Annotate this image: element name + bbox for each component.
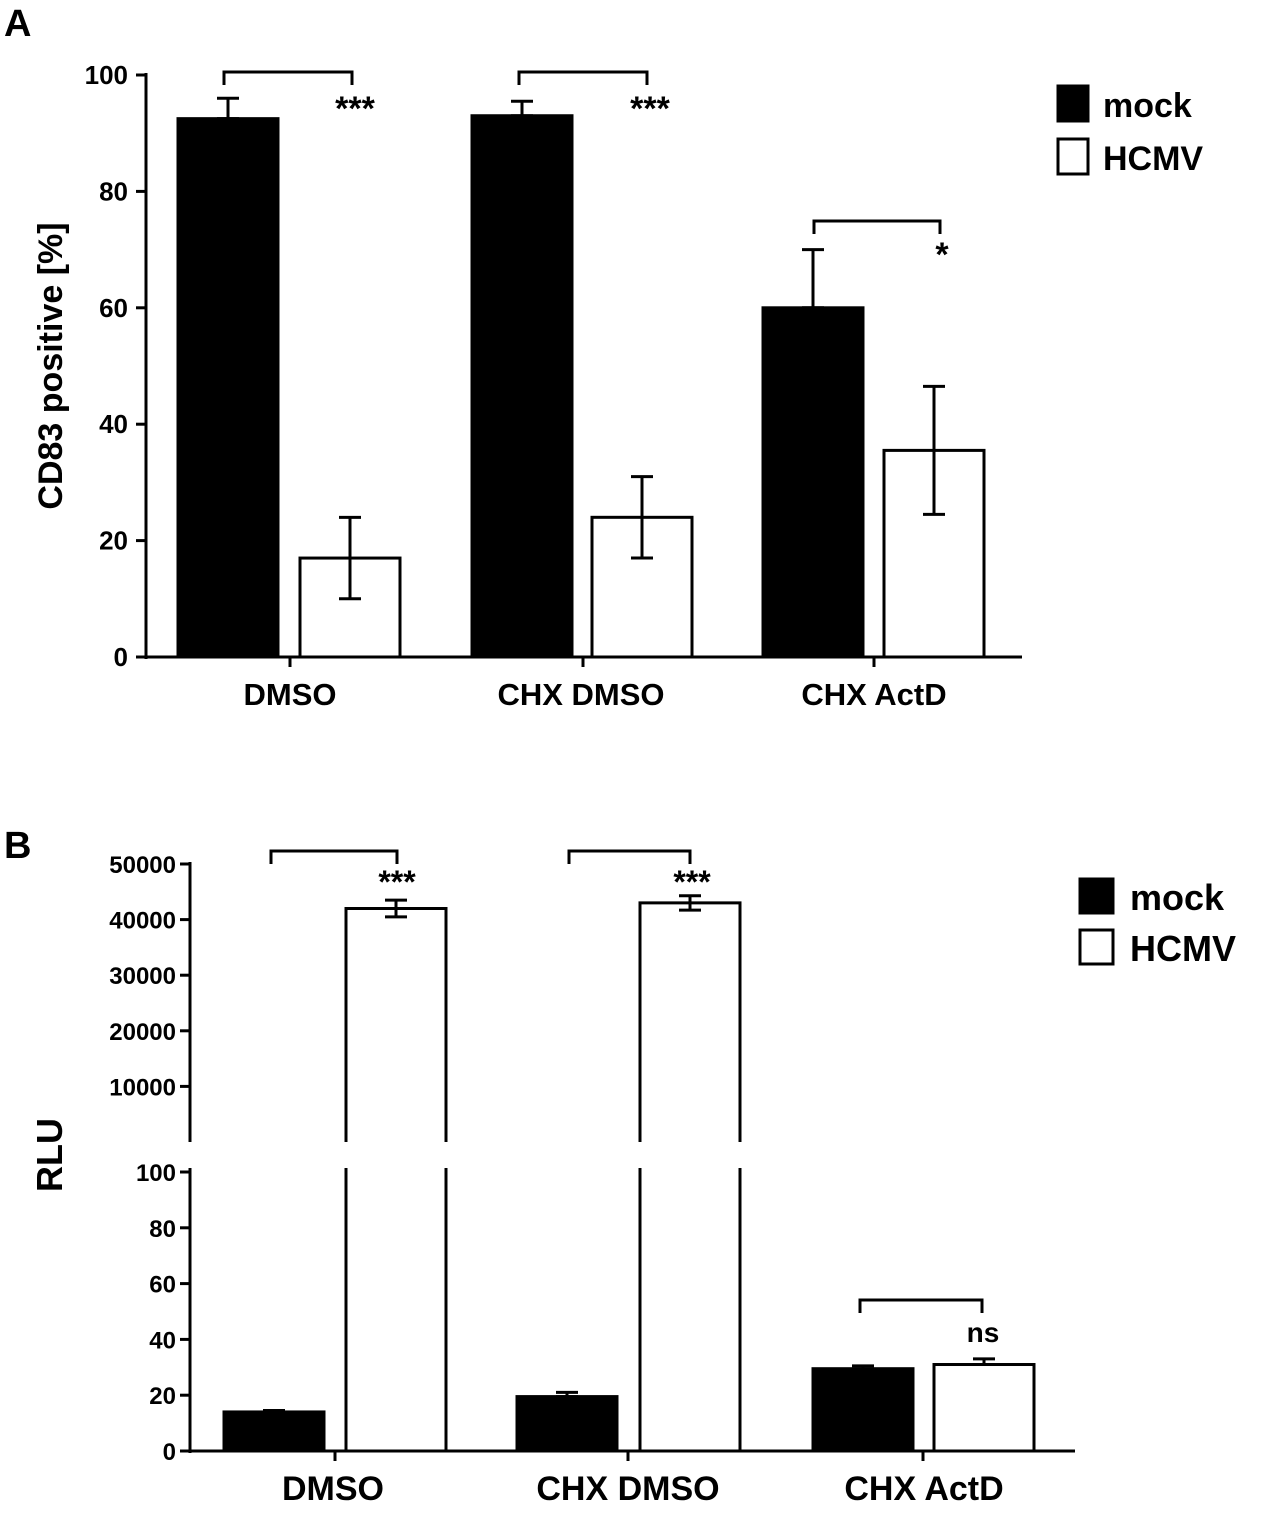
significance-bracket	[222, 70, 354, 85]
significance-label: ***	[673, 864, 711, 900]
bar-mock	[222, 1410, 326, 1453]
y-axis-label: CD83 positive [%]	[32, 222, 70, 509]
bar-mock	[761, 306, 865, 659]
legend-label: HCMV	[1130, 928, 1236, 969]
y-tick-label-upper: 40000	[109, 908, 176, 935]
y-tick-label: 20	[99, 526, 128, 556]
chart-b: 10000 20000 30000 40000 50000 0 20 40 60 80 100 RLU…	[29, 849, 1236, 1508]
y-tick-label-lower: 60	[149, 1272, 176, 1299]
significance-bracket	[812, 219, 942, 234]
y-tick-label-lower: 0	[163, 1439, 176, 1466]
significance-bracket	[517, 70, 649, 85]
y-axis-label: RLU	[29, 1118, 70, 1192]
significance-bracket	[269, 849, 399, 864]
significance-label: ***	[630, 90, 670, 128]
y-tick-label-lower: 80	[149, 1216, 176, 1243]
significance-bracket	[858, 1298, 984, 1313]
x-tick-label: DMSO	[282, 1470, 384, 1508]
y-tick-label: 80	[99, 176, 128, 206]
y-tick-label-upper: 20000	[109, 1019, 176, 1046]
legend-label: HCMV	[1103, 140, 1203, 178]
y-tick-label-lower: 100	[136, 1160, 176, 1187]
y-tick-label-upper: 50000	[109, 852, 176, 879]
panel-letter-a: A	[4, 3, 31, 45]
bar-mock	[176, 117, 280, 659]
significance-label: ***	[378, 864, 416, 900]
legend-swatch-mock	[1056, 84, 1090, 123]
x-tick-label: CHX DMSO	[497, 677, 664, 712]
y-tick-label-upper: 10000	[109, 1074, 176, 1101]
y-tick-label-lower: 40	[149, 1327, 176, 1354]
significance-bracket	[567, 849, 692, 864]
legend-swatch-mock	[1078, 877, 1115, 915]
bar-mock	[470, 114, 574, 659]
x-tick-label: CHX ActD	[801, 677, 946, 712]
bar-hcmv	[932, 1363, 1036, 1453]
x-tick-label: CHX DMSO	[536, 1470, 719, 1508]
x-tick-label: DMSO	[244, 677, 337, 712]
significance-label: *	[935, 236, 949, 274]
chart-a: 0 20 40 60 80 100 CD83 positive [%] DMSO CHX DMS…	[32, 60, 1203, 712]
panel-letter-b: B	[4, 825, 31, 867]
legend-label: mock	[1130, 877, 1225, 918]
legend-label: mock	[1103, 87, 1192, 125]
x-tick-label: CHX ActD	[844, 1470, 1003, 1508]
y-tick-label: 0	[114, 642, 128, 672]
significance-label: ns	[967, 1317, 1000, 1348]
legend-swatch-hcmv	[1078, 928, 1115, 966]
bar-mock	[515, 1395, 619, 1453]
y-tick-label: 100	[85, 60, 128, 90]
significance-label: ***	[335, 90, 375, 128]
bar-hcmv-lower	[344, 1168, 448, 1451]
bar-hcmv-upper	[638, 901, 742, 1142]
bar-mock	[811, 1367, 915, 1453]
bar-hcmv-upper	[344, 906, 448, 1142]
y-tick-label-lower: 20	[149, 1383, 176, 1410]
bar-hcmv-lower	[638, 1168, 742, 1451]
y-tick-label: 40	[99, 409, 128, 439]
y-tick-label: 60	[99, 293, 128, 323]
legend-swatch-hcmv	[1056, 137, 1090, 176]
y-tick-label-upper: 30000	[109, 963, 176, 990]
